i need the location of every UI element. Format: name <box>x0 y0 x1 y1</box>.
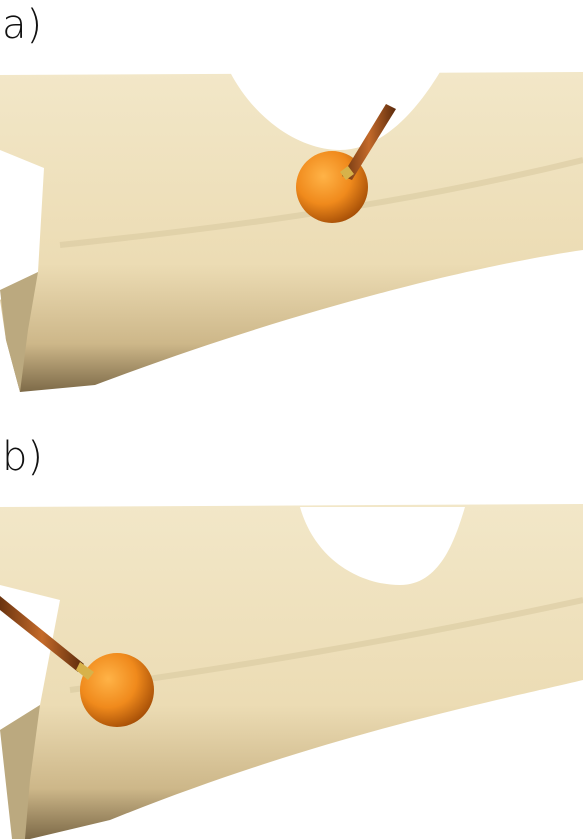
panel-label: b) <box>2 434 43 480</box>
panel-a-render <box>0 72 583 392</box>
figure: a) b) <box>0 0 583 839</box>
panel-b-render <box>0 504 583 839</box>
panel-label: a) <box>2 2 42 48</box>
